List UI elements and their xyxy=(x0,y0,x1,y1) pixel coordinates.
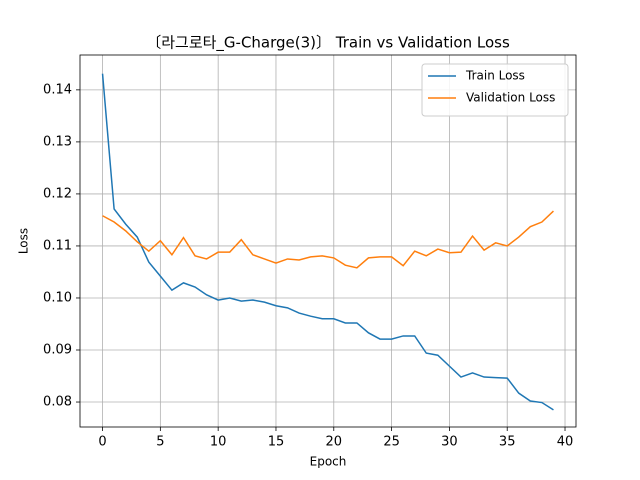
x-tick-label: 15 xyxy=(268,435,285,450)
x-tick-label: 5 xyxy=(156,435,164,450)
x-tick-label: 10 xyxy=(210,435,227,450)
x-axis-label: Epoch xyxy=(310,455,347,469)
chart-title: 〔라그로타_G-Charge(3)〕 Train vs Validation L… xyxy=(146,34,510,53)
x-tick-label: 30 xyxy=(441,435,458,450)
x-tick-label: 35 xyxy=(499,435,516,450)
legend-label: Train Loss xyxy=(465,69,525,83)
x-tick-label: 0 xyxy=(98,435,106,450)
y-tick-label: 0.13 xyxy=(43,134,72,149)
y-tick-label: 0.08 xyxy=(43,395,72,410)
y-tick-label: 0.12 xyxy=(43,186,72,201)
plot-frame xyxy=(79,54,577,428)
y-axis-label: Loss xyxy=(17,228,31,254)
y-tick-label: 0.11 xyxy=(43,238,72,253)
line-series xyxy=(101,73,554,411)
y-tick-label: 0.14 xyxy=(43,82,72,97)
y-tick-label: 0.09 xyxy=(43,342,72,357)
legend-label: Validation Loss xyxy=(466,91,555,105)
x-tick-label: 25 xyxy=(383,435,400,450)
line-series xyxy=(102,210,554,269)
y-tick-label: 0.10 xyxy=(43,290,72,305)
legend-box xyxy=(421,63,569,117)
x-tick-label: 40 xyxy=(557,435,574,450)
x-tick-label: 20 xyxy=(326,435,343,450)
